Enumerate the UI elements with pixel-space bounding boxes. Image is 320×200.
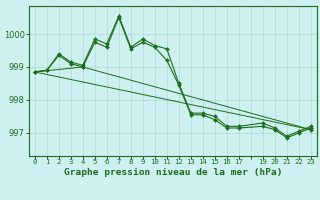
X-axis label: Graphe pression niveau de la mer (hPa): Graphe pression niveau de la mer (hPa): [64, 168, 282, 177]
